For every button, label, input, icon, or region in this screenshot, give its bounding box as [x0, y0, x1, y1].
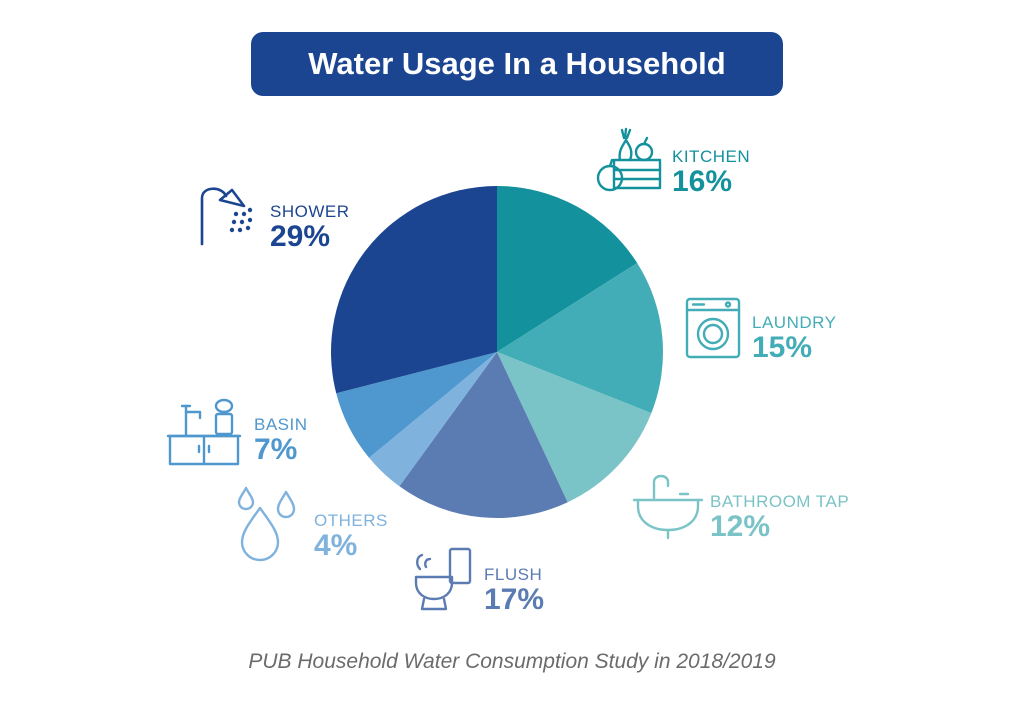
slice-label-basin: BASIN 7%	[254, 416, 308, 465]
chart-source: PUB Household Water Consumption Study in…	[248, 650, 776, 673]
slice-percent-kitchen: 16%	[672, 165, 733, 198]
slice-label-flush: FLUSH 17%	[484, 566, 544, 615]
slice-label-kitchen: KITCHEN 16%	[672, 148, 750, 197]
shower-icon	[200, 187, 253, 246]
water-drops-icon	[237, 486, 296, 562]
slice-name-laundry: LAUNDRY	[752, 313, 837, 332]
chart-title: Water Usage In a Household	[251, 32, 783, 96]
pie-slice-laundry	[497, 263, 663, 414]
pie-slice-bathroom-tap	[497, 352, 652, 503]
slice-name-others: OTHERS	[314, 511, 388, 530]
slice-percent-bathroom-tap: 12%	[710, 510, 771, 543]
washing-machine-icon	[685, 297, 741, 359]
slice-name-bathroom-tap: BATHROOM TAP	[710, 492, 850, 511]
slice-label-others: OTHERS 4%	[314, 512, 388, 561]
sink-tap-icon	[632, 474, 704, 540]
slice-percent-others: 4%	[314, 529, 358, 562]
slice-percent-laundry: 15%	[752, 331, 813, 364]
slice-name-kitchen: KITCHEN	[672, 147, 751, 166]
slice-name-flush: FLUSH	[484, 565, 543, 584]
slice-label-bathroom-tap: BATHROOM TAP 12%	[710, 493, 849, 542]
basin-icon	[166, 398, 242, 466]
slice-percent-shower: 29%	[270, 220, 331, 253]
pie-slice-others	[369, 352, 497, 487]
slice-label-laundry: LAUNDRY 15%	[752, 314, 836, 363]
slice-name-basin: BASIN	[254, 415, 308, 434]
slice-label-shower: SHOWER 29%	[270, 203, 350, 252]
slice-name-shower: SHOWER	[270, 202, 350, 221]
kitchen-icon	[596, 127, 662, 192]
pie-slice-flush	[399, 352, 568, 518]
slice-percent-basin: 7%	[254, 433, 298, 466]
pie-slice-basin	[336, 352, 497, 458]
pie-slice-kitchen	[497, 186, 638, 352]
pie-slice-shower	[331, 186, 497, 394]
toilet-icon	[414, 547, 472, 611]
slice-percent-flush: 17%	[484, 583, 545, 616]
